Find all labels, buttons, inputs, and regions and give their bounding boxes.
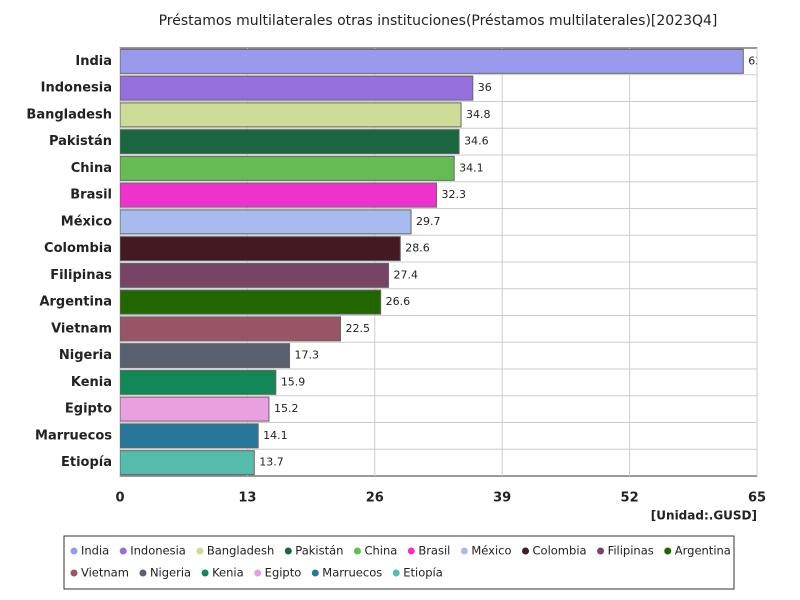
legend-label: Marruecos [322,566,382,580]
value-label: 15.9 [281,375,306,388]
value-label: 29.7 [416,215,441,228]
bar [120,343,291,369]
y-tick-label: Filipinas [50,268,112,283]
value-label: 34.1 [459,161,484,174]
legend-label: Vietnam [81,566,129,580]
bar [120,209,412,235]
value-label: 34.6 [464,135,489,148]
legend-marker [392,569,400,577]
bar [120,450,255,476]
x-tick-label: 39 [493,491,511,506]
y-tick-label: México [61,214,112,229]
y-tick-label: India [75,54,112,69]
y-tick-label: Bangladesh [26,107,112,122]
bar [120,129,460,155]
value-label: 14.1 [263,429,288,442]
bar [120,369,277,395]
x-axis-label: [Unidad:.GUSD] [651,509,757,523]
bar [120,48,744,74]
legend-label: Bangladesh [207,544,274,558]
bars: 63.6 36 34.8 34.6 34.1 32.3 29.7 28.6 27.4 26.6 22… [120,48,773,476]
legend-marker [119,547,127,555]
legend-label: Filipinas [608,544,654,558]
legend-label: Kenia [212,566,244,580]
y-tick-label: Marruecos [35,428,112,443]
legend-label: Pakistán [295,544,343,558]
bar [120,262,390,288]
legend-label: Etiopía [403,566,443,580]
legend-label: India [81,544,109,558]
legend-marker [254,569,262,577]
legend-label: Nigeria [150,566,191,580]
x-tick-label: 13 [238,491,256,506]
value-label: 27.4 [394,268,419,281]
y-tick-label: Brasil [70,188,112,203]
legend-marker [407,547,415,555]
legend-label: Brasil [418,544,450,558]
legend-label: Egipto [265,566,302,580]
value-label: 22.5 [346,322,371,335]
legend-label: México [471,544,511,558]
bar [120,289,382,315]
legend-marker [353,547,361,555]
legend-marker [196,547,204,555]
value-label: 28.6 [405,242,430,255]
legend-label: China [364,544,397,558]
legend-marker [664,547,672,555]
y-tick-label: Egipto [65,402,112,417]
legend-marker [139,569,147,577]
y-tick-label: Pakistán [49,134,112,149]
x-tick-label: 65 [748,491,766,506]
bar [120,182,438,208]
legend-marker [460,547,468,555]
value-label: 15.2 [274,402,299,415]
y-tick-label: Vietnam [51,321,112,336]
legend-label: Colombia [533,544,587,558]
value-label: 13.7 [259,456,284,469]
y-tick-label: Colombia [44,241,112,256]
bar [120,75,474,101]
value-label: 17.3 [295,349,320,362]
legend-label: Indonesia [130,544,186,558]
legend-marker [284,547,292,555]
value-label: 26.6 [386,295,411,308]
legend-marker [70,569,78,577]
legend-marker [311,569,319,577]
value-label: 32.3 [442,188,467,201]
legend [63,535,735,590]
bar [120,316,341,342]
x-tick-label: 0 [115,491,124,506]
y-tick-label: China [71,161,112,176]
bar [120,155,455,181]
y-tick-label: Kenia [71,375,112,390]
y-tick-label: Argentina [39,295,112,310]
legend-marker [70,547,78,555]
legend-marker [522,547,530,555]
x-tick-label: 52 [621,491,639,506]
legend-label: Argentina [675,544,731,558]
bar [120,396,270,422]
y-tick-label: Indonesia [41,81,112,96]
chart-title: Préstamos multilaterales otras instituci… [159,13,718,29]
y-tick-label: Nigeria [59,348,112,363]
value-label: 34.8 [466,108,491,121]
legend-marker [201,569,209,577]
bar [120,102,462,128]
y-tick-label: Etiopía [61,455,112,470]
x-tick-label: 26 [366,491,384,506]
legend-marker [597,547,605,555]
bar [120,423,259,449]
value-label: 63.6 [748,54,773,67]
bar [120,236,401,262]
value-label: 36 [478,81,492,94]
